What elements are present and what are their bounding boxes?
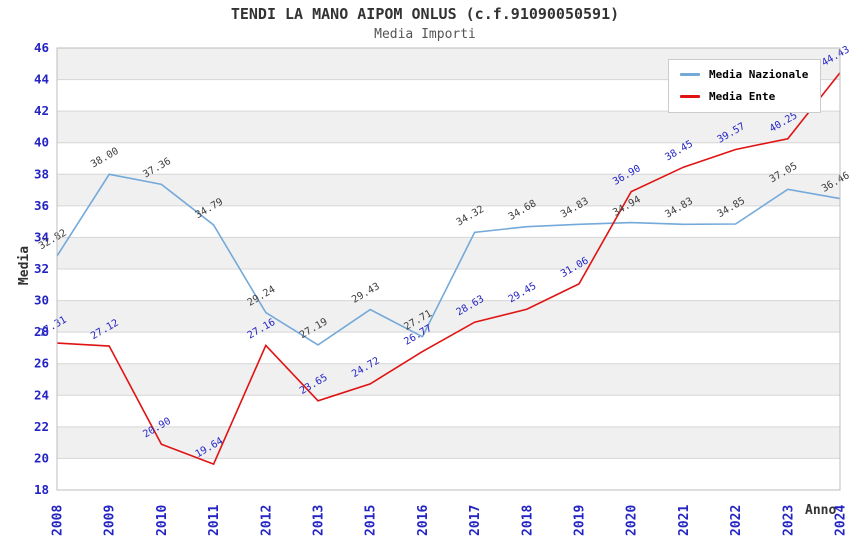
x-tick-label: 2012	[259, 505, 274, 536]
x-tick-label: 2015	[364, 505, 379, 536]
y-tick-label: 44	[34, 72, 49, 87]
y-tick-label: 20	[34, 450, 49, 465]
y-tick-label: 40	[34, 135, 49, 150]
x-tick-label: 2020	[625, 505, 640, 536]
x-tick-label: 2010	[155, 505, 170, 536]
point-label: 38.00	[89, 146, 121, 171]
y-tick-label: 46	[34, 40, 49, 55]
legend-swatch-nazionale-icon	[680, 73, 700, 76]
y-tick-label: 26	[34, 356, 49, 371]
x-tick-label: 2022	[729, 505, 744, 536]
series-line-media-ente	[56, 72, 841, 466]
plot-band	[57, 426, 840, 459]
legend-label: Media Ente	[709, 90, 776, 103]
plot-border	[56, 47, 841, 491]
legend: Media Nazionale Media Ente	[668, 59, 822, 113]
plot-band	[57, 237, 840, 269]
x-tick-label: 2023	[781, 505, 796, 536]
x-tick-label: 2018	[520, 505, 535, 536]
legend-item-media-nazionale: Media Nazionale	[680, 68, 808, 81]
legend-item-media-ente: Media Ente	[680, 90, 808, 103]
x-tick-label: 2016	[416, 505, 431, 536]
x-tick-label: 2009	[103, 505, 118, 536]
point-label: 34.32	[455, 204, 487, 229]
y-tick-label: 24	[34, 387, 49, 402]
series-line-media-nazionale	[56, 173, 841, 346]
x-axis-title: Anno	[805, 503, 837, 518]
y-tick-label: 42	[34, 103, 49, 118]
plot-band	[57, 174, 840, 206]
y-tick-label: 36	[34, 198, 49, 213]
chart-title: TENDI LA MANO AIPOM ONLUS (c.f.910900505…	[230, 5, 620, 23]
plot-band	[57, 363, 840, 396]
x-tick-label: 2024	[834, 505, 849, 536]
y-tick-label: 28	[34, 324, 49, 339]
chart-subtitle: Media Importi	[374, 27, 476, 42]
x-tick-label: 2013	[312, 505, 327, 536]
y-tick-label: 22	[34, 419, 49, 434]
y-tick-label: 34	[34, 229, 49, 244]
legend-label: Media Nazionale	[709, 68, 809, 81]
y-tick-label: 38	[34, 166, 49, 181]
y-axis-title: Media	[17, 245, 33, 286]
y-tick-label: 32	[34, 261, 49, 276]
x-tick-label: 2019	[573, 505, 588, 536]
y-tick-label: 18	[34, 482, 49, 497]
x-tick-label: 2017	[468, 505, 483, 536]
x-tick-label: 2008	[51, 505, 66, 536]
y-tick-label: 30	[34, 293, 49, 308]
x-tick-label: 2021	[677, 505, 692, 536]
x-tick-label: 2011	[207, 505, 222, 536]
legend-swatch-ente-icon	[680, 95, 700, 98]
plot-band	[57, 300, 840, 333]
plot-band	[57, 111, 840, 143]
